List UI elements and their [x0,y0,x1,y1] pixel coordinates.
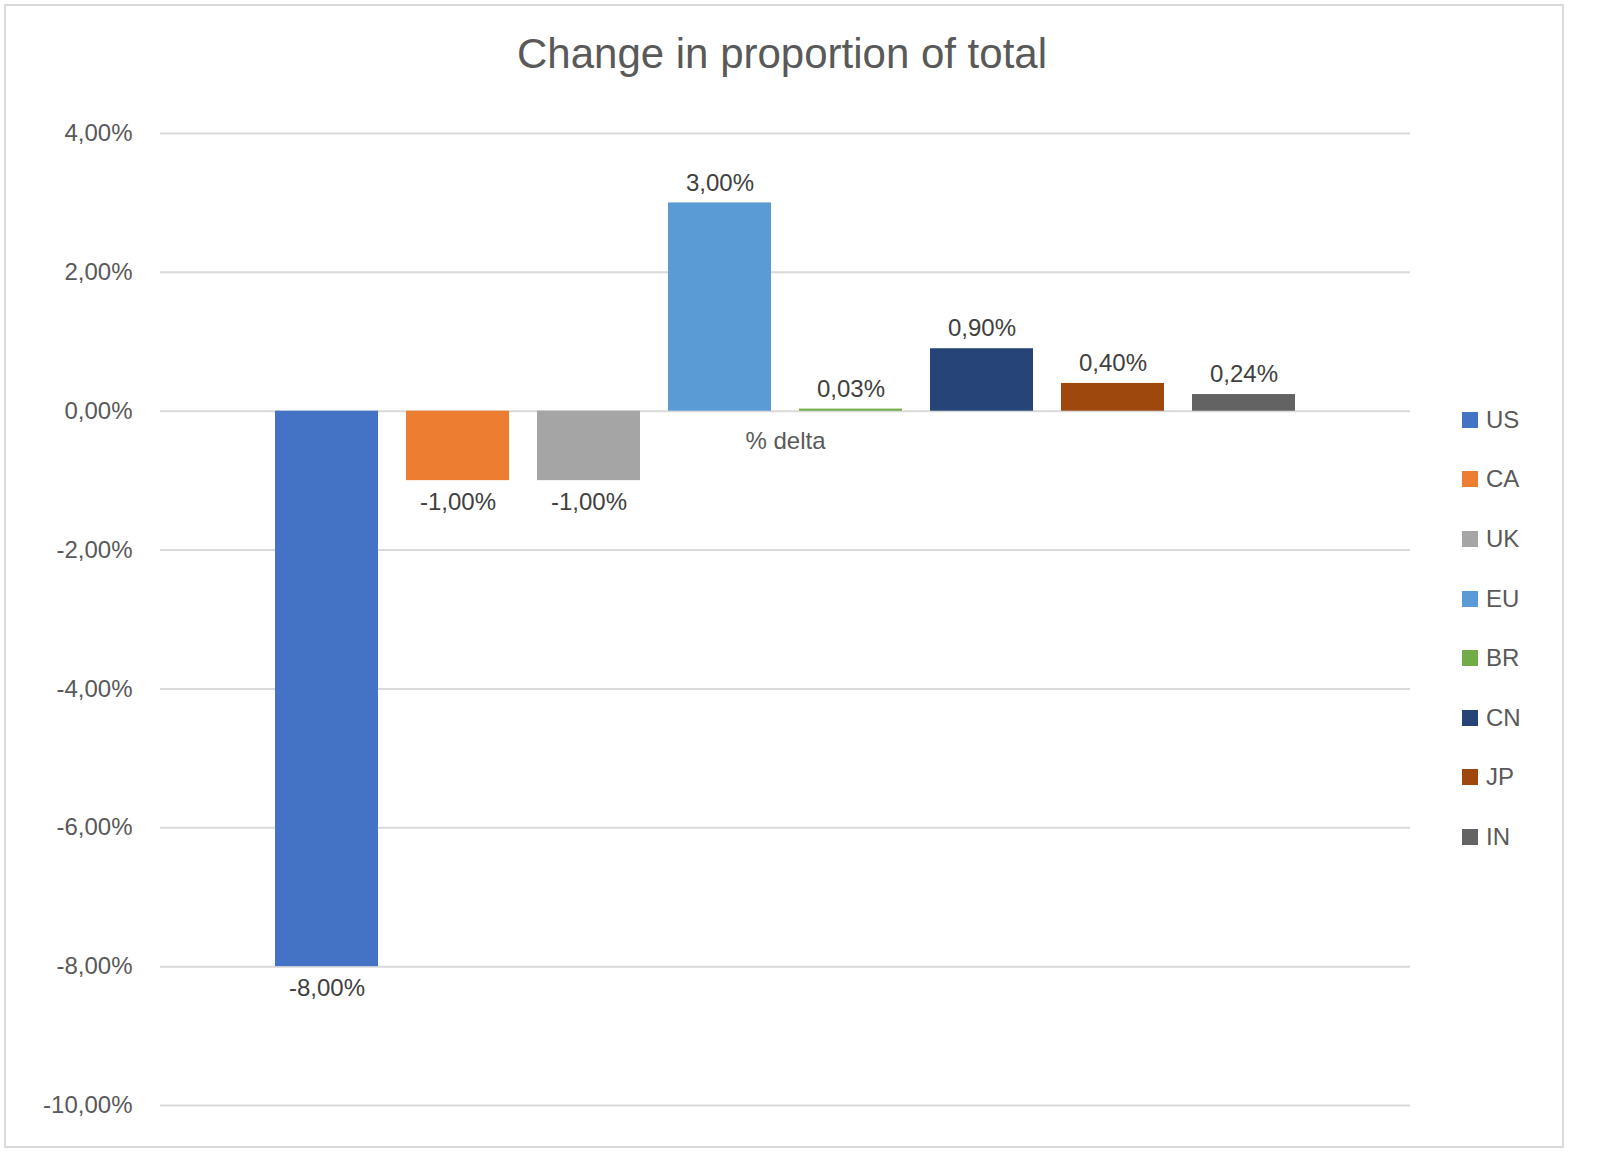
svg-text:-2,00%: -2,00% [56,536,132,563]
html-text:BR: BR [1486,644,1520,672]
svg-text:3,00%: 3,00% [686,169,754,196]
svg-text:-10,00%: -10,00% [43,1091,132,1118]
svg-text:0,40%: 0,40% [1079,349,1147,376]
svg-text:-6,00%: -6,00% [56,813,132,840]
html-text:CN: CN [1486,703,1521,731]
svg-text:2,00%: 2,00% [64,258,132,285]
svg-text:-1,00%: -1,00% [551,488,627,515]
svg-text:0,00%: 0,00% [64,397,132,424]
html-text:UK: UK [1486,525,1520,552]
svg-text:4,00%: 4,00% [64,119,132,146]
svg-text:-4,00%: -4,00% [56,675,132,702]
svg-text:-8,00%: -8,00% [56,952,132,979]
html-text:US: US [1486,405,1520,433]
svg-text:-1,00%: -1,00% [420,488,496,515]
svg-text:-8,00%: -8,00% [289,974,365,1001]
html-text:EU: EU [1486,584,1520,612]
html-text:IN: IN [1486,823,1510,850]
html-text:CA: CA [1486,465,1520,493]
svg-text:0,90%: 0,90% [948,314,1016,341]
svg-text:0,24%: 0,24% [1210,360,1278,387]
svg-text:% delta: % delta [745,427,826,454]
svg-text:0,03%: 0,03% [817,375,885,402]
html-text:JP: JP [1486,763,1514,791]
html-text:Change in proportion of total: Change in proportion of total [517,30,1047,77]
